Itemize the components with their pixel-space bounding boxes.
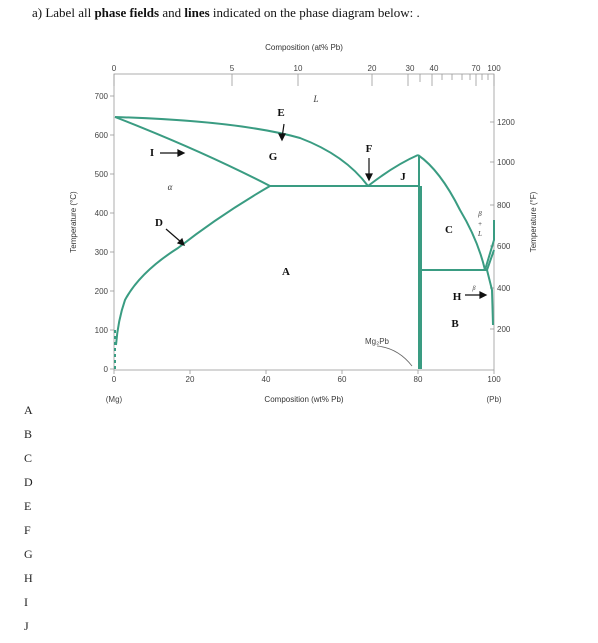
bottom-tick-label: 0	[112, 375, 117, 384]
plot-frame	[113, 73, 495, 371]
compound-label: Mg₂Pb	[365, 337, 390, 346]
arrow-d	[165, 228, 182, 243]
answer-label: A	[24, 403, 33, 417]
bottom-left-sub: (Mg)	[106, 395, 123, 404]
answer-label: E	[24, 499, 32, 513]
marker-a: A	[282, 266, 290, 278]
marker-j: J	[400, 171, 406, 183]
top-tick-label: 0	[112, 64, 117, 73]
top-tick-marks	[113, 74, 495, 86]
marker-f: F	[366, 143, 373, 155]
liquidus-compound-left	[367, 154, 419, 187]
beta-plus-l-3: L	[477, 230, 482, 238]
top-tick-label: 40	[430, 64, 439, 73]
bottom-tick-label: 40	[262, 375, 271, 384]
left-tick-label: 0	[104, 365, 109, 374]
solidus-beta	[486, 249, 495, 271]
question-bold-phase-fields: phase fields	[94, 5, 160, 20]
solvus-beta	[486, 269, 494, 326]
marker-i: I	[150, 147, 154, 159]
solvus-alpha	[115, 185, 271, 346]
answer-label: H	[24, 571, 33, 585]
answer-label-list: A B C D E F G H I J	[24, 403, 33, 643]
left-tick-label: 500	[95, 170, 109, 179]
top-tick-label: 20	[368, 64, 377, 73]
alpha-label: α	[168, 182, 173, 192]
top-tick-label: 70	[472, 64, 481, 73]
beta-plus-l-2: +	[478, 220, 483, 228]
top-tick-label: 5	[230, 64, 235, 73]
answer-label: G	[24, 547, 33, 561]
bottom-tick-label: 60	[338, 375, 347, 384]
marker-h: H	[453, 291, 462, 303]
question-mid: and	[159, 5, 185, 20]
arrow-d-head	[176, 237, 185, 246]
answer-label: B	[24, 427, 33, 441]
bottom-tick-marks	[113, 370, 495, 374]
bottom-tick-label: 20	[186, 375, 195, 384]
left-tick-marks	[110, 95, 114, 370]
beta-plus-l-1: β	[477, 210, 482, 218]
arrows	[160, 123, 488, 299]
right-tick-label: 1200	[497, 118, 515, 127]
left-tick-label: 400	[95, 209, 109, 218]
answer-label: D	[24, 475, 33, 489]
left-axis-title: Temperature (°C)	[69, 191, 78, 253]
arrow-f-head	[365, 173, 373, 182]
arrow-i-head	[177, 149, 186, 157]
marker-g: G	[269, 151, 278, 163]
question-prefix: a) Label all	[32, 5, 95, 20]
marker-c: C	[445, 224, 453, 236]
answer-label: I	[24, 595, 28, 609]
right-tick-label: 400	[497, 284, 511, 293]
top-tick-label: 30	[406, 64, 415, 73]
solidus-alpha	[114, 116, 271, 187]
left-tick-label: 100	[95, 326, 109, 335]
bottom-right-sub: (Pb)	[486, 395, 501, 404]
arrow-h-head	[479, 291, 488, 299]
marker-d: D	[155, 217, 163, 229]
arrow-e-head	[278, 133, 286, 142]
bottom-tick-label: 100	[487, 375, 501, 384]
right-tick-label: 1000	[497, 158, 515, 167]
answer-label: F	[24, 523, 31, 537]
top-tick-label: 100	[487, 64, 501, 73]
compound-pointer	[376, 345, 413, 367]
right-tick-label: 600	[497, 242, 511, 251]
liquidus-mg-rich	[114, 116, 369, 187]
question-bold-lines: lines	[184, 5, 210, 20]
beta-small-label: β	[472, 286, 476, 292]
right-tick-label: 800	[497, 201, 511, 210]
question-suffix: indicated on the phase diagram below	[209, 5, 410, 20]
left-tick-label: 700	[95, 92, 109, 101]
question-trail: : .	[409, 5, 420, 20]
left-tick-label: 300	[95, 248, 109, 257]
left-tick-label: 600	[95, 131, 109, 140]
left-tick-label: 200	[95, 287, 109, 296]
marker-e: E	[277, 107, 284, 119]
top-axis-title: Composition (at% Pb)	[265, 43, 343, 52]
right-axis-title: Temperature (°F)	[529, 191, 538, 252]
bottom-tick-label: 80	[414, 375, 423, 384]
liquid-label: L	[312, 94, 318, 104]
answer-label: J	[24, 619, 29, 633]
answer-label: C	[24, 451, 33, 465]
liquidus-compound-right	[417, 154, 486, 271]
top-tick-label: 10	[294, 64, 303, 73]
right-tick-label: 200	[497, 325, 511, 334]
marker-b: B	[451, 318, 459, 330]
question-text: a) Label all phase fields and lines indi…	[32, 5, 420, 21]
liquidus-pb-rich	[484, 220, 495, 271]
phase-lines	[114, 116, 495, 369]
bottom-axis-title: Composition (wt% Pb)	[264, 395, 343, 404]
